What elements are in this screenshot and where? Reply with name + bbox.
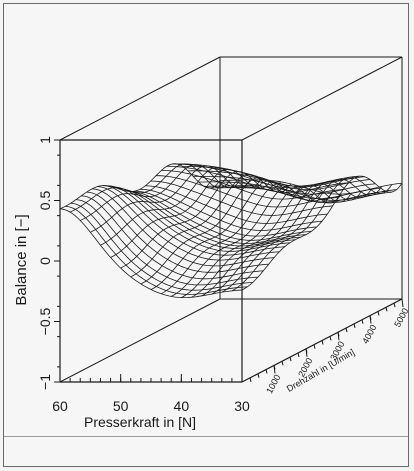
y-tick-mark [401,298,404,308]
y-minor-tick [297,352,300,358]
z-axis: −1 −0.5 0 0.5 1 [37,136,60,390]
mesh-line-width [107,185,291,252]
mesh-line-width [193,175,376,195]
y-minor-tick [345,327,348,333]
x-axis-label: Presserkraft in [N] [84,414,196,430]
mesh-line-width [145,185,328,224]
mesh-line-width [97,186,280,261]
x-tick-label: 50 [113,398,129,414]
mesh-line-width [129,191,312,241]
mesh-line-width [166,165,349,193]
mesh-line-depth [110,168,271,258]
mesh-line-width [81,195,264,280]
mesh-line-width [177,163,360,187]
bounding-box-front [59,139,403,383]
z-tick-label: 0 [37,257,53,265]
y-tick-label: 5000 [392,306,410,328]
y-minor-tick [313,344,316,349]
y-minor-tick [281,361,284,366]
mesh-line-width [156,175,339,208]
y-minor-tick [257,373,260,378]
y-minor-tick [369,315,372,320]
y-minor-tick [385,307,388,312]
mesh-line-width [102,185,285,256]
mesh-line-width [123,190,307,244]
y-minor-tick [393,303,396,308]
mesh-line-width [86,191,269,273]
z-tick-label: 0.5 [37,191,53,211]
x-tick-label: 40 [174,398,190,414]
z-tick-label: −1 [37,374,53,390]
y-minor-tick [377,311,380,316]
bounding-box [59,56,403,383]
x-axis: 60 50 40 30 [52,374,250,414]
y-minor-tick [273,365,276,370]
x-tick-label: 60 [52,398,68,414]
mesh-line-width [134,190,317,237]
y-minor-tick [249,377,252,382]
y-minor-tick [361,319,364,324]
y-tick-label: 4000 [360,323,378,345]
box-edge-top-left [59,56,221,141]
z-tick-label: 1 [37,136,53,144]
mesh-line-width [91,188,275,267]
mesh-line-width [75,199,259,286]
mesh-line-width [214,185,397,201]
y-minor-tick [265,369,268,374]
x-tick-label: 30 [234,398,250,414]
z-tick-label: −0.5 [37,307,53,335]
y-minor-tick [321,340,324,345]
y-minor-tick [289,356,292,362]
mesh-line-width [118,188,301,247]
box-edge-floor-left [59,298,221,383]
mesh-line-width [219,179,403,195]
mesh-line-width [187,170,371,191]
z-axis-label: Balance in [−] [13,214,30,305]
mesh-line-width [70,202,253,291]
mesh-line-width [209,187,392,204]
mesh-line-width [182,165,365,188]
box-edge-top-right [241,56,403,141]
mesh-line-width [139,188,323,231]
y-minor-tick [353,323,356,329]
footer-divider [4,436,408,437]
y-minor-tick [337,332,340,337]
mesh-line-width [113,186,296,249]
mesh-line-width [65,205,248,295]
figure-frame [3,3,409,467]
y-minor-tick [305,348,308,353]
mesh-line-width [59,208,243,299]
y-tick-label: 1000 [264,373,282,395]
y-minor-tick [329,336,332,341]
surface-mesh [59,163,403,299]
